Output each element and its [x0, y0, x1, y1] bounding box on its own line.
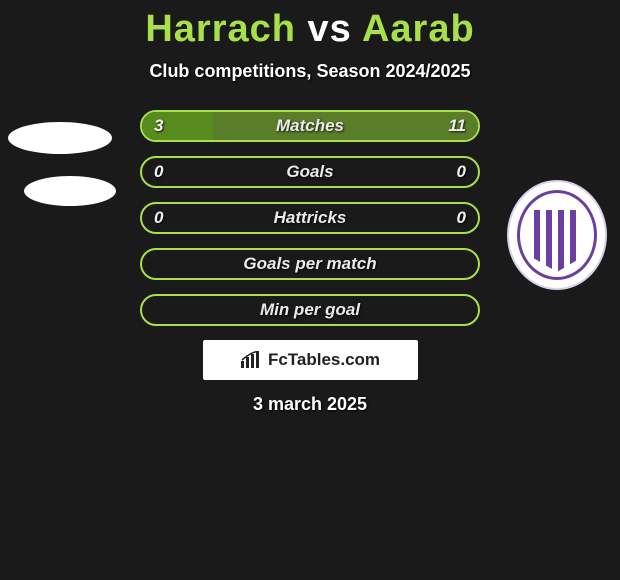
title-vs: vs: [296, 8, 362, 50]
stat-row: Goals per match: [140, 248, 480, 280]
stat-value-right: 11: [448, 116, 466, 136]
watermark: FcTables.com: [203, 340, 418, 380]
stat-row: Hattricks 0 0: [140, 202, 480, 234]
bar-fill-right: [213, 112, 478, 140]
stat-row: Matches 3 11: [140, 110, 480, 142]
stat-label: Hattricks: [274, 208, 347, 228]
stat-value-left: 0: [154, 208, 163, 228]
footer-date: 3 march 2025: [0, 394, 620, 415]
club-badge-icon: [507, 180, 607, 290]
stat-bar: Matches 3 11: [140, 110, 480, 142]
stat-bar: Min per goal: [140, 294, 480, 326]
club-logo-right: [502, 180, 612, 290]
stat-bar: Goals 0 0: [140, 156, 480, 188]
bar-fill-left: [142, 112, 213, 140]
stat-value-left: 0: [154, 162, 163, 182]
club-logo-left: [24, 176, 116, 206]
stat-value-right: 0: [457, 208, 466, 228]
stat-row: Min per goal: [140, 294, 480, 326]
page-title: Harrach vs Aarab: [0, 0, 620, 51]
stat-bar: Goals per match: [140, 248, 480, 280]
chart-icon: [240, 351, 262, 369]
stat-bar: Hattricks 0 0: [140, 202, 480, 234]
subtitle: Club competitions, Season 2024/2025: [0, 61, 620, 82]
stat-value-left: 3: [154, 116, 163, 136]
watermark-text: FcTables.com: [268, 350, 380, 370]
stat-label: Min per goal: [260, 300, 360, 320]
stat-row: Goals 0 0: [140, 156, 480, 188]
stat-label: Goals per match: [243, 254, 376, 274]
title-left: Harrach: [145, 8, 296, 50]
stat-label: Goals: [286, 162, 333, 182]
title-right: Aarab: [362, 8, 475, 50]
club-logo-left: [8, 122, 112, 154]
stat-value-right: 0: [457, 162, 466, 182]
stat-label: Matches: [276, 116, 344, 136]
